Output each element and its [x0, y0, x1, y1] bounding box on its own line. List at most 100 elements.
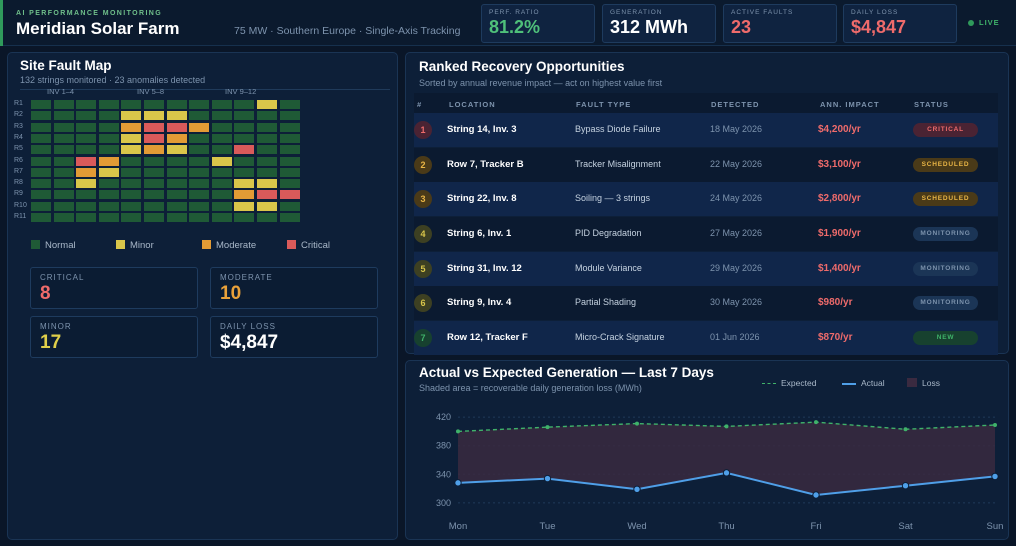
- string-cell[interactable]: [98, 179, 119, 189]
- string-cell[interactable]: [211, 167, 232, 177]
- string-cell[interactable]: [121, 111, 142, 121]
- string-cell[interactable]: [279, 122, 300, 132]
- string-cell[interactable]: [189, 111, 210, 121]
- string-cell[interactable]: [166, 167, 187, 177]
- string-cell[interactable]: [279, 111, 300, 121]
- string-cell[interactable]: [144, 111, 164, 121]
- string-cell[interactable]: [257, 156, 277, 166]
- string-cell[interactable]: [31, 201, 51, 211]
- string-cell[interactable]: [211, 190, 232, 200]
- string-cell[interactable]: [166, 213, 187, 222]
- string-cell[interactable]: [234, 179, 255, 189]
- string-cell[interactable]: [211, 156, 232, 166]
- string-cell[interactable]: [234, 145, 255, 155]
- string-cell[interactable]: [76, 213, 97, 222]
- string-cell[interactable]: [31, 190, 51, 200]
- string-cell[interactable]: [144, 213, 164, 222]
- string-cell[interactable]: [144, 190, 164, 200]
- string-cell[interactable]: [166, 111, 187, 121]
- string-cell[interactable]: [121, 100, 142, 109]
- string-cell[interactable]: [257, 133, 277, 143]
- string-cell[interactable]: [98, 133, 119, 143]
- col-header-impact[interactable]: ANN. IMPACT: [820, 100, 880, 109]
- string-cell[interactable]: [166, 201, 187, 211]
- string-cell[interactable]: [211, 122, 232, 132]
- string-cell[interactable]: [31, 213, 51, 222]
- table-row[interactable]: 4 String 6, Inv. 1 PID Degradation 27 Ma…: [414, 217, 998, 251]
- string-cell[interactable]: [121, 122, 142, 132]
- string-cell[interactable]: [166, 122, 187, 132]
- string-cell[interactable]: [257, 145, 277, 155]
- string-cell[interactable]: [257, 201, 277, 211]
- string-cell[interactable]: [53, 122, 74, 132]
- string-cell[interactable]: [189, 179, 210, 189]
- string-cell[interactable]: [53, 201, 74, 211]
- string-cell[interactable]: [53, 190, 74, 200]
- string-cell[interactable]: [144, 167, 164, 177]
- col-header-fault-type[interactable]: FAULT TYPE: [576, 100, 632, 109]
- string-cell[interactable]: [189, 133, 210, 143]
- string-cell[interactable]: [76, 201, 97, 211]
- kpi-active-faults[interactable]: ACTIVE FAULTS 23: [723, 4, 837, 43]
- string-cell[interactable]: [189, 190, 210, 200]
- string-cell[interactable]: [98, 190, 119, 200]
- col-header-status[interactable]: STATUS: [914, 100, 949, 109]
- string-cell[interactable]: [189, 100, 210, 109]
- col-header-location[interactable]: LOCATION: [449, 100, 496, 109]
- string-cell[interactable]: [98, 145, 119, 155]
- string-cell[interactable]: [257, 122, 277, 132]
- string-cell[interactable]: [31, 122, 51, 132]
- string-cell[interactable]: [98, 156, 119, 166]
- string-cell[interactable]: [234, 111, 255, 121]
- string-cell[interactable]: [166, 145, 187, 155]
- string-cell[interactable]: [121, 190, 142, 200]
- table-row[interactable]: 2 Row 7, Tracker B Tracker Misalignment …: [414, 148, 998, 182]
- string-cell[interactable]: [31, 145, 51, 155]
- string-cell[interactable]: [211, 100, 232, 109]
- string-cell[interactable]: [76, 167, 97, 177]
- string-cell[interactable]: [211, 201, 232, 211]
- string-cell[interactable]: [257, 213, 277, 222]
- string-cell[interactable]: [144, 122, 164, 132]
- string-cell[interactable]: [211, 111, 232, 121]
- string-cell[interactable]: [98, 167, 119, 177]
- string-cell[interactable]: [189, 201, 210, 211]
- string-cell[interactable]: [53, 213, 74, 222]
- string-cell[interactable]: [144, 133, 164, 143]
- string-cell[interactable]: [98, 111, 119, 121]
- string-cell[interactable]: [234, 167, 255, 177]
- string-cell[interactable]: [257, 190, 277, 200]
- string-cell[interactable]: [144, 100, 164, 109]
- string-cell[interactable]: [53, 100, 74, 109]
- table-row[interactable]: 3 String 22, Inv. 8 Soiling — 3 strings …: [414, 182, 998, 216]
- col-header-detected[interactable]: DETECTED: [711, 100, 760, 109]
- string-cell[interactable]: [144, 179, 164, 189]
- string-cell[interactable]: [121, 145, 142, 155]
- string-cell[interactable]: [166, 156, 187, 166]
- string-cell[interactable]: [53, 133, 74, 143]
- string-cell[interactable]: [53, 156, 74, 166]
- table-row[interactable]: 7 Row 12, Tracker F Micro-Crack Signatur…: [414, 321, 998, 355]
- string-cell[interactable]: [53, 145, 74, 155]
- string-cell[interactable]: [31, 156, 51, 166]
- string-cell[interactable]: [53, 167, 74, 177]
- string-cell[interactable]: [189, 145, 210, 155]
- string-cell[interactable]: [279, 145, 300, 155]
- string-cell[interactable]: [279, 156, 300, 166]
- kpi-daily-loss[interactable]: DAILY LOSS $4,847: [843, 4, 957, 43]
- string-cell[interactable]: [31, 167, 51, 177]
- string-cell[interactable]: [211, 133, 232, 143]
- string-cell[interactable]: [98, 213, 119, 222]
- table-row[interactable]: 5 String 31, Inv. 12 Module Variance 29 …: [414, 252, 998, 286]
- string-cell[interactable]: [166, 100, 187, 109]
- string-cell[interactable]: [211, 179, 232, 189]
- kpi-generation[interactable]: GENERATION 312 MWh: [602, 4, 716, 43]
- string-cell[interactable]: [121, 133, 142, 143]
- string-cell[interactable]: [144, 201, 164, 211]
- string-cell[interactable]: [234, 156, 255, 166]
- string-cell[interactable]: [279, 133, 300, 143]
- string-cell[interactable]: [166, 190, 187, 200]
- string-cell[interactable]: [257, 100, 277, 109]
- string-cell[interactable]: [234, 100, 255, 109]
- string-cell[interactable]: [234, 122, 255, 132]
